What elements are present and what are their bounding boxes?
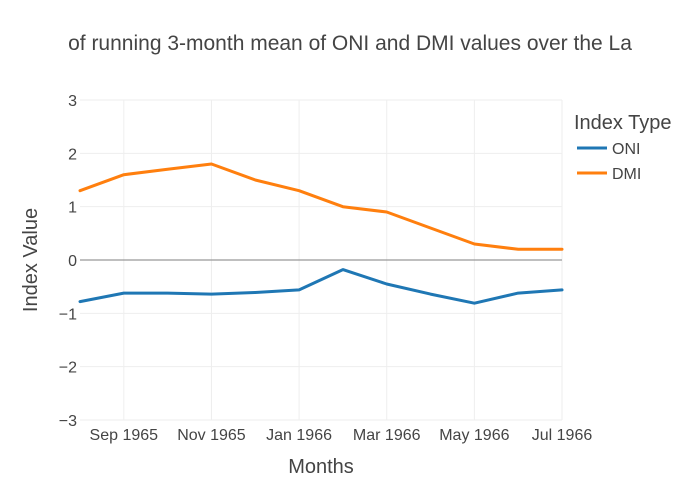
y-tick-label: 0: [68, 253, 77, 270]
y-axis-title: Index Value: [20, 208, 42, 312]
x-tick-label: May 1966: [439, 427, 509, 444]
x-tick-label: Mar 1966: [353, 427, 421, 444]
legend: Index Type ONI DMI: [574, 112, 671, 183]
x-tick-label: Jan 1966: [266, 427, 332, 444]
y-tick-label: −3: [59, 413, 77, 430]
x-tick-label: Nov 1965: [177, 427, 246, 444]
y-tick-label: 2: [68, 146, 77, 163]
x-axis-ticks: Sep 1965 Nov 1965 Jan 1966 Mar 1966 May 1966…: [90, 427, 593, 444]
legend-items: ONI DMI: [577, 141, 641, 183]
x-tick-label: Sep 1965: [90, 427, 159, 444]
x-tick-label: Jul 1966: [532, 427, 593, 444]
chart-title: of running 3-month mean of ONI and DMI v…: [68, 32, 632, 55]
series-line-dmi: [78, 162, 564, 251]
y-axis-ticks: 3 2 1 0 −1 −2 −3: [59, 93, 77, 430]
legend-item-dmi[interactable]: DMI: [577, 166, 641, 183]
series-lines: [78, 162, 564, 305]
y-tick-label: −1: [59, 306, 77, 323]
grid: [80, 99, 563, 421]
x-axis-title: Months: [288, 456, 354, 478]
legend-label: ONI: [612, 141, 640, 158]
y-tick-label: 1: [68, 200, 77, 217]
series-line-oni: [78, 268, 564, 305]
legend-label: DMI: [612, 166, 641, 183]
y-tick-label: −2: [59, 360, 77, 377]
legend-title: Index Type: [574, 112, 671, 134]
y-tick-label: 3: [68, 93, 77, 110]
legend-item-oni[interactable]: ONI: [577, 141, 640, 158]
